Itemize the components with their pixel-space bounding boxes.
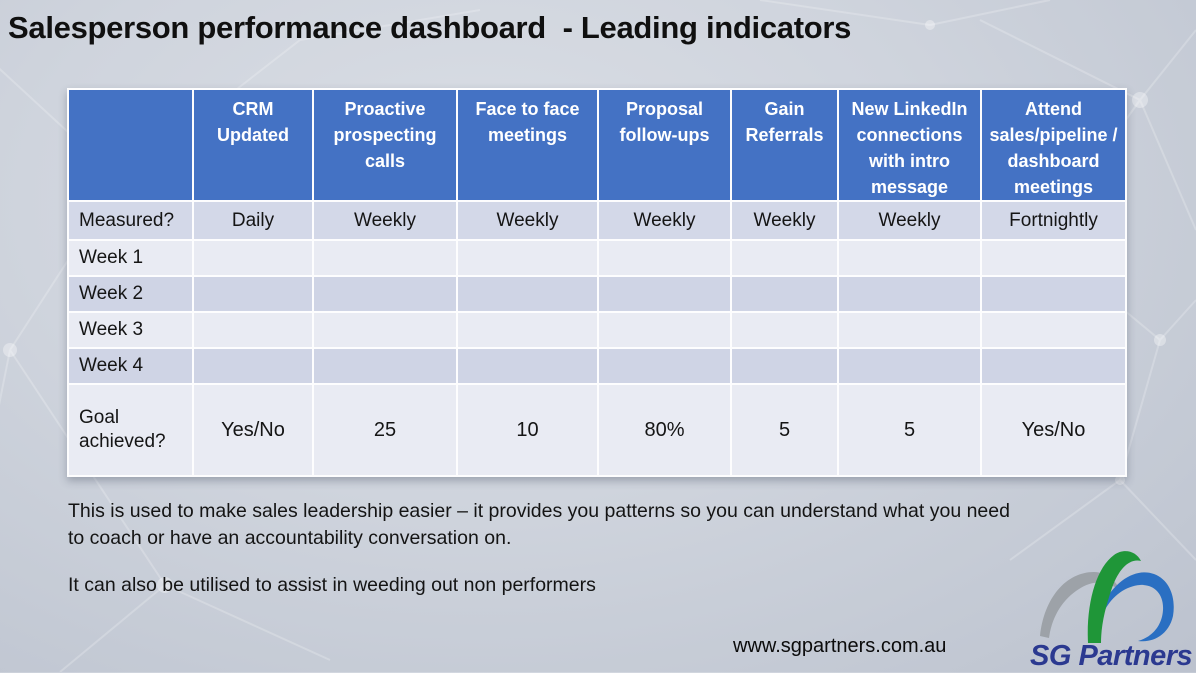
table-row-week1: Week 1 xyxy=(67,239,1127,278)
table-cell xyxy=(312,311,458,350)
row-label: Week 4 xyxy=(67,347,194,386)
table-cell: Weekly xyxy=(597,200,732,242)
table-cell: 10 xyxy=(456,383,599,478)
row-label: Goal achieved? xyxy=(67,383,194,478)
table-cell xyxy=(730,311,839,350)
header-cell-crm-updated: CRM Updated xyxy=(192,87,314,203)
table-cell: 5 xyxy=(730,383,839,478)
header-cell-blank xyxy=(67,87,194,203)
table-row-goal-achieved: Goal achieved? Yes/No 25 10 80% 5 5 Yes/… xyxy=(67,383,1127,478)
table-cell xyxy=(192,275,314,314)
table-cell xyxy=(730,275,839,314)
page-title: Salesperson performance dashboard - Lead… xyxy=(8,10,852,45)
table-cell: Weekly xyxy=(837,200,982,242)
table-cell xyxy=(597,347,732,386)
table-cell: Fortnightly xyxy=(980,200,1127,242)
logo-swoosh-green-icon xyxy=(1087,551,1141,643)
table-cell: Weekly xyxy=(730,200,839,242)
table-cell xyxy=(192,239,314,278)
table-cell xyxy=(837,311,982,350)
table-cell: 80% xyxy=(597,383,732,478)
table-cell xyxy=(730,347,839,386)
kpi-table: CRM Updated Proactive prospecting calls … xyxy=(67,87,1127,478)
table-cell xyxy=(837,347,982,386)
table-cell xyxy=(980,311,1127,350)
table-cell xyxy=(597,275,732,314)
table-row-measured: Measured? Daily Weekly Weekly Weekly Wee… xyxy=(67,200,1127,242)
row-label: Measured? xyxy=(67,200,194,242)
table-cell xyxy=(456,275,599,314)
table-cell xyxy=(312,275,458,314)
description-paragraph-1: This is used to make sales leadership ea… xyxy=(68,500,1010,549)
table-cell: Weekly xyxy=(312,200,458,242)
table-row-week2: Week 2 xyxy=(67,275,1127,314)
table-cell: Daily xyxy=(192,200,314,242)
row-label: Week 3 xyxy=(67,311,194,350)
logo-wordmark: SG Partners xyxy=(1030,640,1193,672)
header-cell-gain-referrals: Gain Referrals xyxy=(730,87,839,203)
table-row-week3: Week 3 xyxy=(67,311,1127,350)
table-cell: 25 xyxy=(312,383,458,478)
table-cell xyxy=(456,311,599,350)
table-cell xyxy=(456,347,599,386)
table-cell: Yes/No xyxy=(192,383,314,478)
table-cell xyxy=(192,347,314,386)
table-cell xyxy=(597,239,732,278)
table-row-week4: Week 4 xyxy=(67,347,1127,386)
row-label: Week 2 xyxy=(67,275,194,314)
table-cell xyxy=(980,239,1127,278)
table-header-row: CRM Updated Proactive prospecting calls … xyxy=(67,87,1127,203)
header-cell-linkedin-connections: New LinkedIn connections with intro mess… xyxy=(837,87,982,203)
table-cell: Weekly xyxy=(456,200,599,242)
website-url: www.sgpartners.com.au xyxy=(733,635,947,657)
table-cell xyxy=(980,275,1127,314)
table-cell xyxy=(312,239,458,278)
header-cell-proposal-followups: Proposal follow-ups xyxy=(597,87,732,203)
table-cell xyxy=(597,311,732,350)
header-cell-attend-meetings: Attend sales/pipeline / dashboard meetin… xyxy=(980,87,1127,203)
header-cell-prospecting-calls: Proactive prospecting calls xyxy=(312,87,458,203)
table-cell xyxy=(730,239,839,278)
header-cell-face-to-face: Face to face meetings xyxy=(456,87,599,203)
logo-swoosh-blue-icon xyxy=(1102,572,1174,642)
description-paragraph-2: It can also be utilised to assist in wee… xyxy=(68,574,596,596)
sg-partners-logo: SG Partners xyxy=(1026,548,1196,672)
table-cell: Yes/No xyxy=(980,383,1127,478)
logo-swoosh-gray-icon xyxy=(1040,572,1121,638)
table-cell xyxy=(980,347,1127,386)
table-cell xyxy=(456,239,599,278)
table-cell: 5 xyxy=(837,383,982,478)
table-cell xyxy=(312,347,458,386)
table-cell xyxy=(192,311,314,350)
table-cell xyxy=(837,239,982,278)
row-label: Week 1 xyxy=(67,239,194,278)
table-cell xyxy=(837,275,982,314)
